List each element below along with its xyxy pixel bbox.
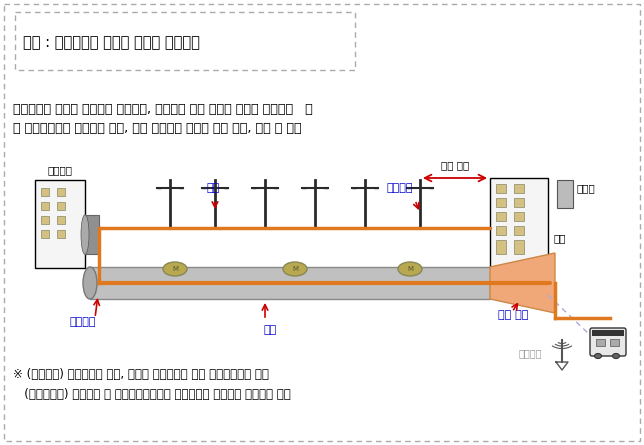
Bar: [85, 215, 99, 255]
Polygon shape: [490, 253, 555, 313]
Text: 통신국사: 통신국사: [48, 165, 73, 175]
Bar: [496, 198, 506, 207]
Text: M: M: [172, 266, 178, 272]
FancyBboxPatch shape: [590, 328, 626, 356]
Bar: [41, 188, 49, 196]
Text: 인입 관로: 인입 관로: [498, 310, 528, 320]
Bar: [496, 226, 506, 235]
Bar: [41, 202, 49, 210]
Bar: [41, 230, 49, 238]
Text: M: M: [407, 266, 413, 272]
Text: 관로: 관로: [263, 325, 277, 335]
Bar: [57, 230, 65, 238]
Bar: [15, 12, 355, 70]
Bar: [57, 216, 65, 224]
Bar: [35, 180, 85, 268]
Ellipse shape: [594, 353, 601, 359]
Bar: [496, 212, 506, 221]
Bar: [57, 202, 65, 210]
Bar: [610, 339, 619, 346]
Bar: [514, 226, 524, 235]
Bar: [57, 188, 65, 196]
Bar: [514, 184, 524, 193]
Text: M: M: [292, 266, 298, 272]
Text: 인입전주: 인입전주: [387, 183, 413, 193]
Bar: [514, 212, 524, 221]
Bar: [514, 240, 524, 254]
Text: 전주: 전주: [206, 183, 220, 193]
Bar: [514, 198, 524, 207]
Ellipse shape: [163, 262, 187, 276]
Text: 무선국: 무선국: [577, 183, 596, 193]
Text: 광케이블: 광케이블: [70, 317, 97, 327]
Text: 를 통신국사까지 연결해야 하며, 이때 광케이블 설치를 위한 관로, 전주 등 필요: 를 통신국사까지 연결해야 하며, 이때 광케이블 설치를 위한 관로, 전주 …: [13, 122, 301, 135]
Text: 이동통신망 구축을 위해서는 건물상면, 지하공간 등에 무선국 장비를 설치하고   이: 이동통신망 구축을 위해서는 건물상면, 지하공간 등에 무선국 장비를 설치하…: [13, 103, 313, 116]
Bar: [490, 178, 548, 278]
Ellipse shape: [398, 262, 422, 276]
Bar: [90, 267, 490, 299]
Ellipse shape: [81, 215, 89, 255]
Ellipse shape: [83, 267, 97, 299]
Bar: [592, 330, 624, 336]
Bar: [596, 339, 605, 346]
Bar: [496, 184, 506, 193]
Text: ※ (인입구간) 가입자측의 건물, 단자함 등으로부터 최초 접속점까지의 구간: ※ (인입구간) 가입자측의 건물, 단자함 등으로부터 최초 접속점까지의 구…: [13, 368, 269, 381]
Bar: [41, 216, 49, 224]
Text: (비인입구간) 시내구간 중 설비제공사업자의 국사로부터 인입구간 전까지의 구간: (비인입구간) 시내구간 중 설비제공사업자의 국사로부터 인입구간 전까지의 …: [13, 388, 290, 401]
Text: 인입 구간: 인입 구간: [441, 160, 469, 170]
Text: 지하공간: 지하공간: [518, 348, 542, 358]
Text: 참고 : 이동통신망 구축에 필요한 기반설비: 참고 : 이동통신망 구축에 필요한 기반설비: [23, 36, 200, 50]
Ellipse shape: [283, 262, 307, 276]
Bar: [557, 180, 573, 208]
Bar: [496, 240, 506, 254]
Ellipse shape: [612, 353, 620, 359]
Text: 건물: 건물: [554, 233, 567, 243]
